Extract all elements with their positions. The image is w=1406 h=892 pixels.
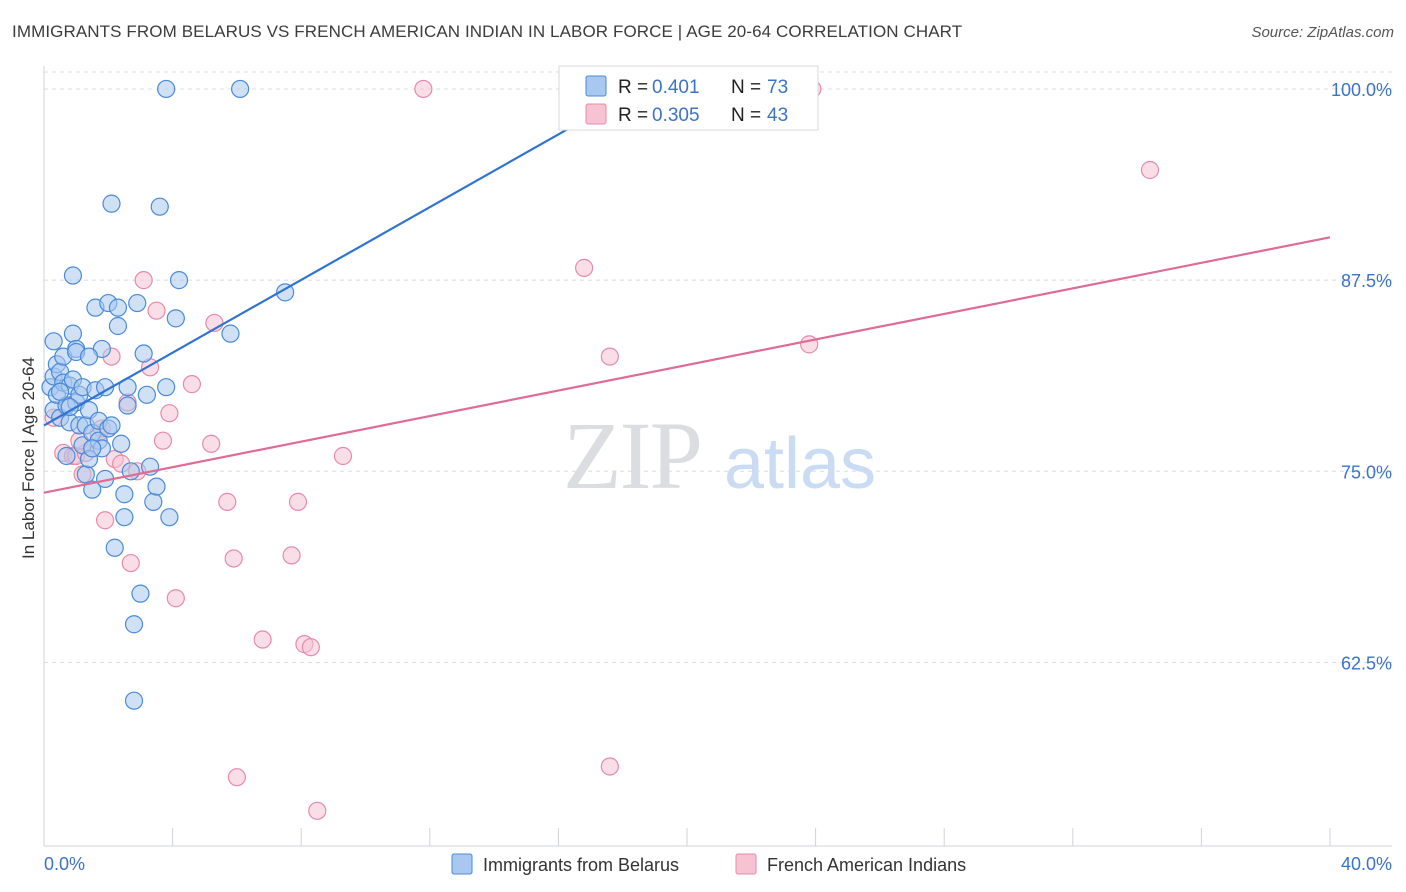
legend-r-label-blue: R = [618, 77, 648, 98]
data-point-french-american-indian [134, 271, 153, 290]
data-point-french-american-indian [288, 492, 308, 511]
series-legend: Immigrants from Belarus French American … [451, 853, 966, 875]
trendline-french-american-indian [43, 236, 1331, 494]
data-point-belarus [134, 344, 153, 363]
y-tick-label: 100.0% [1331, 80, 1392, 100]
series-legend-label-blue: Immigrants from Belarus [483, 855, 679, 875]
data-point-belarus [57, 446, 76, 466]
y-tick-label: 75.0% [1341, 462, 1392, 482]
data-point-belarus [150, 197, 169, 216]
legend-r-value-blue: 0.401 [652, 77, 700, 98]
data-point-french-american-indian [95, 511, 115, 530]
legend-r-value-pink: 0.305 [652, 105, 700, 126]
series-legend-swatch-blue [451, 853, 473, 875]
data-point-french-american-indian [800, 335, 819, 354]
data-point-belarus [169, 271, 189, 290]
legend-swatch-blue [585, 75, 607, 97]
data-point-belarus [102, 194, 121, 213]
y-tick-label: 62.5% [1341, 653, 1392, 673]
trendline-belarus [43, 87, 640, 427]
data-point-belarus [44, 332, 63, 351]
x-tick-label-max: 40.0% [1341, 854, 1392, 874]
data-point-belarus [166, 309, 185, 328]
data-point-belarus [63, 324, 83, 343]
data-point-belarus [63, 266, 83, 285]
data-point-belarus [131, 584, 150, 603]
gridlines [43, 71, 1392, 846]
data-point-belarus [115, 485, 134, 504]
data-point-french-american-indian [182, 375, 201, 394]
data-point-french-american-indian [227, 768, 246, 787]
series-legend-swatch-pink [735, 853, 757, 875]
data-point-belarus [105, 538, 124, 557]
data-point-belarus [160, 508, 179, 527]
data-point-french-american-indian [121, 553, 140, 573]
data-point-french-american-indian [600, 757, 619, 776]
data-point-belarus [144, 492, 163, 511]
watermark-atlas: atlas [724, 424, 876, 504]
legend-n-label-pink: N = [731, 105, 761, 126]
data-point-belarus [83, 480, 102, 499]
data-point-french-american-indian [160, 404, 179, 423]
data-point-belarus [108, 298, 128, 317]
legend-r-label-pink: R = [618, 105, 648, 126]
series-immigrants-from-belarus [41, 79, 295, 710]
data-point-belarus [102, 416, 121, 435]
data-point-french-american-indian [414, 79, 433, 99]
data-point-french-american-indian [202, 434, 221, 453]
data-point-belarus [115, 508, 134, 527]
data-point-french-american-indian [224, 549, 243, 568]
x-tick-label-min: 0.0% [44, 854, 85, 874]
data-point-french-american-indian [153, 431, 173, 450]
chart-source: Source: ZipAtlas.com [1251, 24, 1394, 41]
data-point-belarus [124, 691, 144, 710]
data-point-french-american-indian [253, 630, 272, 649]
y-axis-title: In Labor Force | Age 20-64 [19, 357, 38, 559]
data-point-belarus [76, 465, 95, 484]
data-point-french-american-indian [600, 347, 619, 366]
data-point-belarus [137, 385, 156, 404]
data-point-belarus [108, 316, 128, 336]
series-legend-label-pink: French American Indians [767, 855, 966, 875]
data-point-french-american-indian [301, 638, 320, 657]
data-point-belarus [157, 79, 176, 99]
data-point-belarus [83, 439, 102, 458]
data-point-french-american-indian [575, 258, 594, 277]
data-point-french-american-indian [218, 492, 237, 511]
data-point-belarus [118, 396, 137, 415]
data-point-belarus [79, 347, 99, 366]
legend-swatch-pink [585, 103, 607, 125]
data-point-belarus [128, 293, 147, 313]
data-point-belarus [50, 382, 70, 401]
data-point-french-american-indian [333, 446, 353, 466]
data-point-belarus [124, 615, 144, 634]
data-point-belarus [147, 477, 166, 496]
legend-n-value-pink: 43 [767, 105, 788, 126]
data-point-belarus [157, 378, 176, 397]
data-point-french-american-indian [166, 589, 185, 608]
data-point-belarus [276, 283, 295, 302]
chart-title: IMMIGRANTS FROM BELARUS VS FRENCH AMERIC… [12, 22, 963, 41]
data-point-belarus [221, 324, 240, 343]
data-point-french-american-indian [1140, 160, 1160, 180]
watermark-zip: ZIP [563, 402, 701, 509]
data-point-belarus [112, 434, 131, 453]
correlation-legend: R = 0.401 N = 73 R = 0.305 N = 43 [558, 65, 819, 131]
y-tick-label: 87.5% [1341, 271, 1392, 291]
data-point-french-american-indian [282, 546, 301, 565]
data-point-belarus [231, 79, 250, 99]
data-point-french-american-indian [308, 801, 327, 820]
legend-n-value-blue: 73 [767, 77, 788, 98]
y-tick-labels: 100.0% 87.5% 75.0% 62.5% [1331, 80, 1392, 674]
trendlines [43, 87, 1331, 494]
axes [43, 66, 1392, 847]
data-point-french-american-indian [147, 301, 166, 320]
legend-n-label-blue: N = [731, 77, 761, 98]
